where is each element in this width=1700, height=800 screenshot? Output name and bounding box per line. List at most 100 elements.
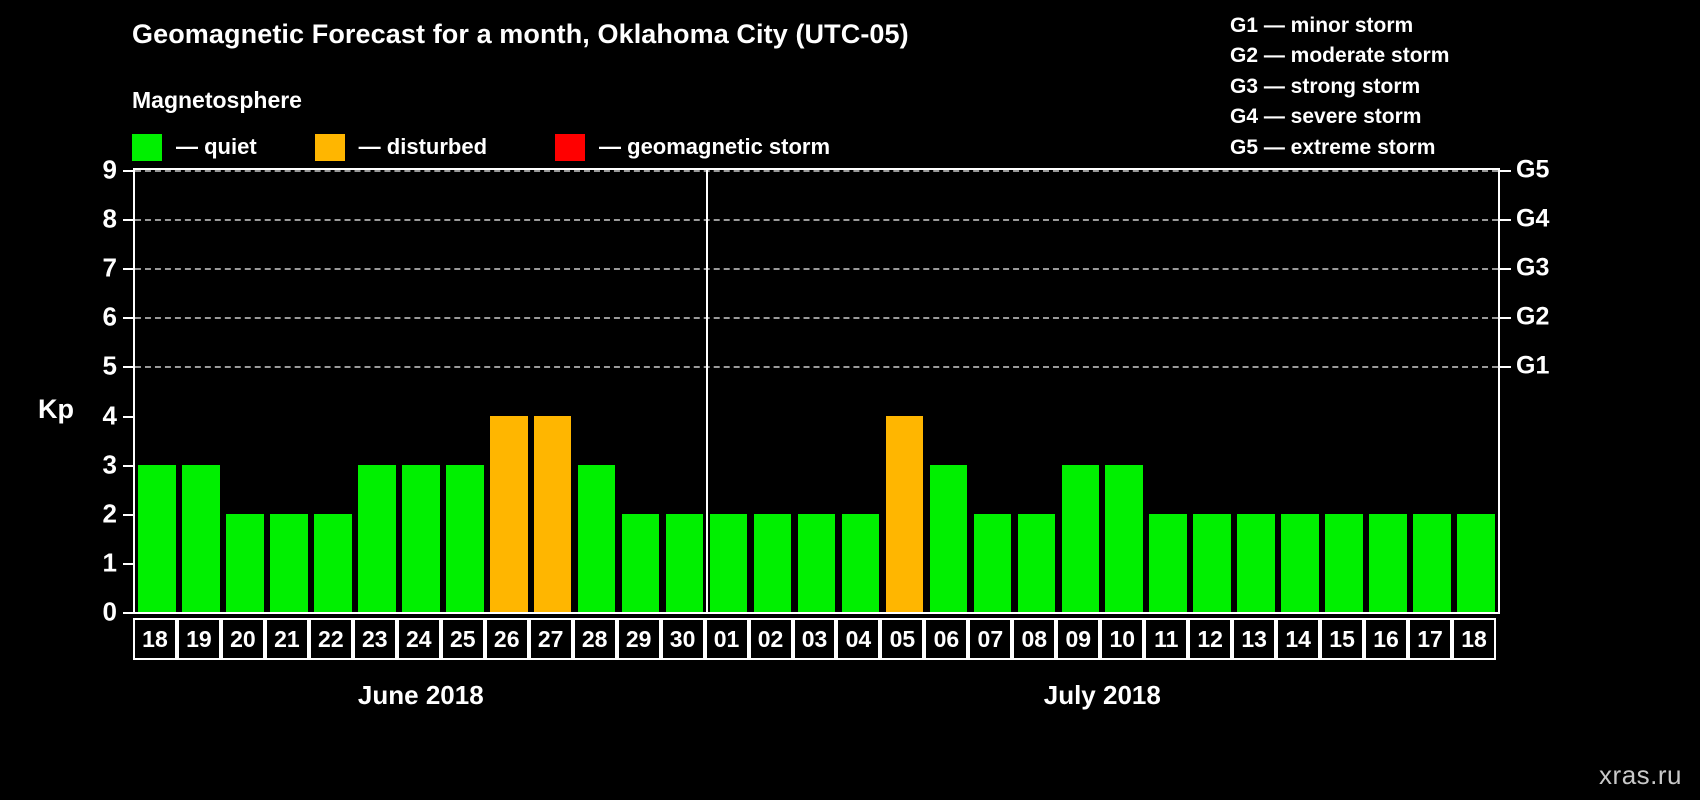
day-label-cell[interactable]: 30 [660, 618, 705, 660]
day-label: 01 [713, 625, 740, 652]
day-label-cell[interactable]: 27 [528, 618, 573, 660]
legend-item-storm: — geomagnetic storm [555, 133, 830, 161]
gridline [135, 317, 1498, 320]
watermark: xras.ru [1599, 760, 1682, 790]
day-label-cell[interactable]: 21 [264, 618, 309, 660]
day-label: 12 [1197, 625, 1223, 652]
y-axis-title: Kp [38, 394, 74, 424]
day-label-cell[interactable]: 19 [176, 618, 221, 660]
g-tick-mark [1500, 170, 1511, 172]
day-label-cell[interactable]: 10 [1100, 618, 1145, 660]
day-label-cell[interactable]: 15 [1320, 618, 1365, 660]
legend-heading: Magnetosphere [132, 87, 302, 113]
day-label: 24 [405, 625, 432, 652]
day-label: 20 [230, 625, 256, 652]
g-tick-label: G2 [1516, 302, 1550, 331]
day-label-cell[interactable]: 13 [1232, 618, 1277, 660]
bar [1325, 513, 1363, 612]
day-label-cell[interactable]: 14 [1276, 618, 1321, 660]
bar [1281, 513, 1319, 612]
bar [138, 464, 176, 612]
bar [1237, 513, 1275, 612]
bar [1369, 513, 1407, 612]
g-tick-label: G3 [1516, 253, 1550, 282]
day-label-cell[interactable]: 08 [1012, 618, 1057, 660]
day-label: 07 [977, 625, 1004, 652]
g-tick-label: G1 [1516, 351, 1550, 380]
legend-label-disturbed: — disturbed [358, 134, 488, 159]
y-tick-label: 2 [102, 498, 117, 529]
day-label: 27 [537, 625, 564, 652]
day-label-cell[interactable]: 07 [968, 618, 1013, 660]
day-label-cell[interactable]: 01 [704, 618, 749, 660]
bar [885, 415, 924, 612]
day-label-cell[interactable]: 18 [133, 618, 177, 660]
day-label-cell[interactable]: 26 [484, 618, 529, 660]
month-caption: July 2018 [1043, 680, 1161, 710]
day-label-cell[interactable]: 12 [1188, 618, 1233, 660]
day-label: 13 [1241, 625, 1267, 652]
gridline [135, 366, 1498, 369]
day-label: 02 [757, 625, 784, 652]
bar [226, 513, 264, 612]
g-tick-mark [1500, 268, 1511, 271]
day-label-cell[interactable]: 04 [836, 618, 881, 660]
legend-swatch-storm-icon [555, 133, 586, 161]
bars-layer [135, 170, 1498, 612]
bar [358, 464, 396, 612]
day-label: 29 [625, 625, 652, 652]
y-tick-mark [123, 219, 134, 222]
legend-item-quiet: — quiet [132, 133, 257, 161]
day-label-cell[interactable]: 23 [352, 618, 397, 660]
day-label: 22 [318, 625, 344, 652]
day-label: 25 [449, 625, 476, 652]
day-label: 10 [1109, 625, 1136, 652]
legend-item-disturbed: — disturbed [314, 133, 488, 161]
legend-label-storm: — geomagnetic storm [599, 134, 831, 159]
bar [797, 513, 836, 612]
y-tick-mark [123, 513, 134, 516]
day-axis: 18 19 20 21 22 23 24 25 26 27 28 29 30 01 02 03 04 05 06 07… [133, 618, 1500, 660]
day-label-cell[interactable]: 18 [1452, 618, 1496, 660]
y-tick-label: 4 [102, 400, 117, 431]
day-label-cell[interactable]: 25 [440, 618, 485, 660]
day-label-cell[interactable]: 20 [220, 618, 265, 660]
day-label-cell[interactable]: 24 [396, 618, 441, 660]
y-tick-mark [123, 464, 134, 467]
bar [1193, 513, 1231, 612]
day-label-cell[interactable]: 09 [1056, 618, 1101, 660]
bar [753, 513, 792, 612]
day-label: 09 [1065, 625, 1092, 652]
gscale-legend: G1 — minor storm G2 — moderate storm G3 … [1230, 11, 1449, 162]
day-label-cell[interactable]: 11 [1144, 618, 1189, 660]
day-label-cell[interactable]: 29 [616, 618, 661, 660]
day-label-cell[interactable]: 06 [924, 618, 969, 660]
day-label-cell[interactable]: 28 [572, 618, 617, 660]
bar [182, 464, 220, 612]
day-label-cell[interactable]: 03 [792, 618, 837, 660]
day-label-cell[interactable]: 22 [308, 618, 353, 660]
day-label-cell[interactable]: 02 [748, 618, 793, 660]
y-tick-label: 3 [102, 449, 117, 480]
day-label-cell[interactable]: 16 [1364, 618, 1409, 660]
bar [1457, 513, 1495, 612]
gridlines [135, 170, 1498, 612]
day-label: 26 [493, 625, 520, 652]
y-tick-mark [123, 317, 134, 320]
bar [1061, 464, 1100, 612]
legend-label-quiet: — quiet [176, 134, 257, 159]
day-label-cell[interactable]: 17 [1408, 618, 1453, 660]
y-tick-label: 5 [102, 350, 117, 381]
day-label-cell[interactable]: 05 [880, 618, 925, 660]
day-label: 08 [1021, 625, 1048, 652]
y-tick-mark [123, 415, 134, 418]
bar [665, 513, 704, 612]
bar [402, 464, 440, 612]
day-label: 18 [142, 625, 168, 652]
bar [314, 513, 352, 612]
y-tick-mark [123, 170, 134, 172]
day-label: 18 [1461, 625, 1487, 652]
y-tick-label: 8 [102, 203, 117, 234]
gscale-line: G1 — minor storm [1230, 14, 1414, 37]
